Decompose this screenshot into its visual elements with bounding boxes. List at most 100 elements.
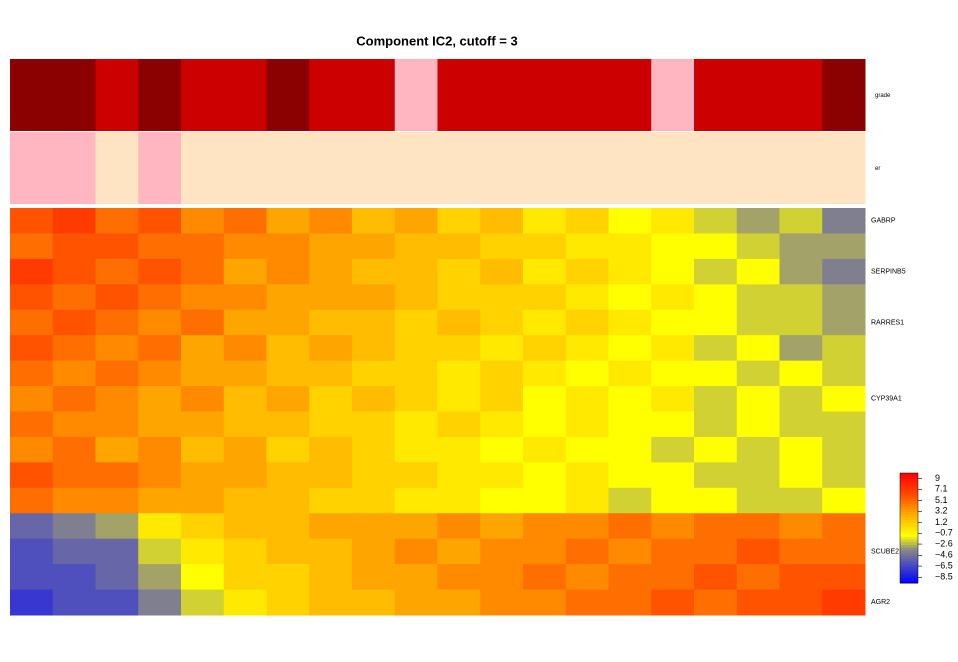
heatmap-cell <box>523 258 567 285</box>
heatmap-cell <box>394 284 438 311</box>
chart-title: Component IC2, cutoff = 3 <box>356 33 517 48</box>
heatmap-cell <box>95 436 139 463</box>
heatmap-cell <box>138 564 182 591</box>
heatmap-cell <box>223 411 267 438</box>
annotation-cell <box>651 132 695 204</box>
heatmap-cell <box>480 208 524 234</box>
heatmap-cell <box>523 487 567 514</box>
heatmap-cell <box>223 258 267 285</box>
heatmap-cell <box>181 208 225 234</box>
heatmap-cell <box>309 487 353 514</box>
annotation-cell <box>523 132 567 204</box>
heatmap-cell <box>10 436 54 463</box>
annotation-cell <box>822 132 866 204</box>
heatmap-cell <box>523 284 567 311</box>
heatmap-cell <box>138 513 182 540</box>
heatmap-cell <box>779 284 823 311</box>
heatmap-cell <box>352 513 396 540</box>
heatmap-cell <box>52 360 96 387</box>
heatmap-cell <box>10 309 54 336</box>
heatmap-cell <box>52 589 96 616</box>
heatmap-cell <box>52 411 96 438</box>
heatmap-cell <box>523 233 567 260</box>
heatmap-cell <box>352 386 396 412</box>
row-label: SCUBE2 <box>871 548 899 555</box>
heatmap-cell <box>651 436 695 463</box>
heatmap-cell <box>694 462 738 489</box>
annotation-cell <box>480 132 524 204</box>
heatmap-cell <box>352 538 396 565</box>
heatmap-cell <box>266 258 310 285</box>
heatmap-cell <box>309 411 353 438</box>
color-key-segment <box>900 492 918 496</box>
heatmap-cell <box>480 258 524 285</box>
annotation-cell <box>95 132 139 204</box>
annotation-cell <box>608 132 652 204</box>
heatmap-cell <box>95 335 139 362</box>
heatmap-cell <box>138 309 182 336</box>
heatmap-cell <box>694 564 738 591</box>
color-key-segment <box>900 544 918 548</box>
annotation-cell <box>266 59 310 131</box>
annotation-cell <box>52 132 96 204</box>
heatmap-cell <box>10 360 54 387</box>
heatmap-cell <box>309 360 353 387</box>
color-key-segment <box>900 577 918 581</box>
heatmap-cell <box>608 513 652 540</box>
heatmap-cell <box>779 564 823 591</box>
heatmap-cell <box>266 538 310 565</box>
color-key-label: −4.6 <box>935 550 953 560</box>
heatmap-cell <box>223 309 267 336</box>
heatmap-cell <box>480 309 524 336</box>
annotation-cell <box>651 59 695 131</box>
heatmap-cell <box>651 208 695 234</box>
annotation-cell <box>266 132 310 204</box>
color-key-segment <box>900 569 918 573</box>
heatmap-cell <box>352 335 396 362</box>
heatmap-cell <box>309 284 353 311</box>
heatmap-cell <box>736 436 780 463</box>
color-key-segment <box>900 517 918 521</box>
heatmap-cell <box>437 513 481 540</box>
heatmap-cell <box>694 284 738 311</box>
heatmap-cell <box>608 462 652 489</box>
heatmap-cell <box>138 538 182 565</box>
heatmap-cell <box>480 589 524 616</box>
heatmap-cell <box>95 411 139 438</box>
heatmap-cell <box>52 436 96 463</box>
heatmap-cell <box>480 284 524 311</box>
heatmap-cell <box>394 233 438 260</box>
color-key-segment <box>900 503 918 507</box>
heatmap-cell <box>95 284 139 311</box>
heatmap-cell <box>694 208 738 234</box>
annotation-cell <box>52 59 96 131</box>
heatmap-cell <box>608 436 652 463</box>
heatmap-cell <box>480 411 524 438</box>
heatmap-cell <box>181 538 225 565</box>
heatmap-cell <box>694 411 738 438</box>
heatmap-cell <box>266 436 310 463</box>
heatmap-cell <box>523 360 567 387</box>
heatmap-cell <box>523 436 567 463</box>
heatmap-cell <box>651 360 695 387</box>
heatmap-cell <box>95 564 139 591</box>
heatmap-cell <box>10 386 54 412</box>
heatmap-cell <box>608 309 652 336</box>
heatmap-cell <box>10 513 54 540</box>
heatmap-cell <box>95 233 139 260</box>
heatmap-cell <box>694 538 738 565</box>
heatmap-cell <box>138 487 182 514</box>
heatmap-cell <box>10 208 54 234</box>
annotation-cell <box>779 132 823 204</box>
heatmap-cell <box>95 589 139 616</box>
heatmap-cell <box>608 360 652 387</box>
heatmap-cell <box>779 309 823 336</box>
heatmap-cell <box>181 360 225 387</box>
annotation-cell <box>223 59 267 131</box>
heatmap-cell <box>779 436 823 463</box>
heatmap-cell <box>181 513 225 540</box>
heatmap-cell <box>223 386 267 412</box>
heatmap-cell <box>10 411 54 438</box>
color-key-segment <box>900 473 918 477</box>
color-key-frame <box>899 472 919 584</box>
